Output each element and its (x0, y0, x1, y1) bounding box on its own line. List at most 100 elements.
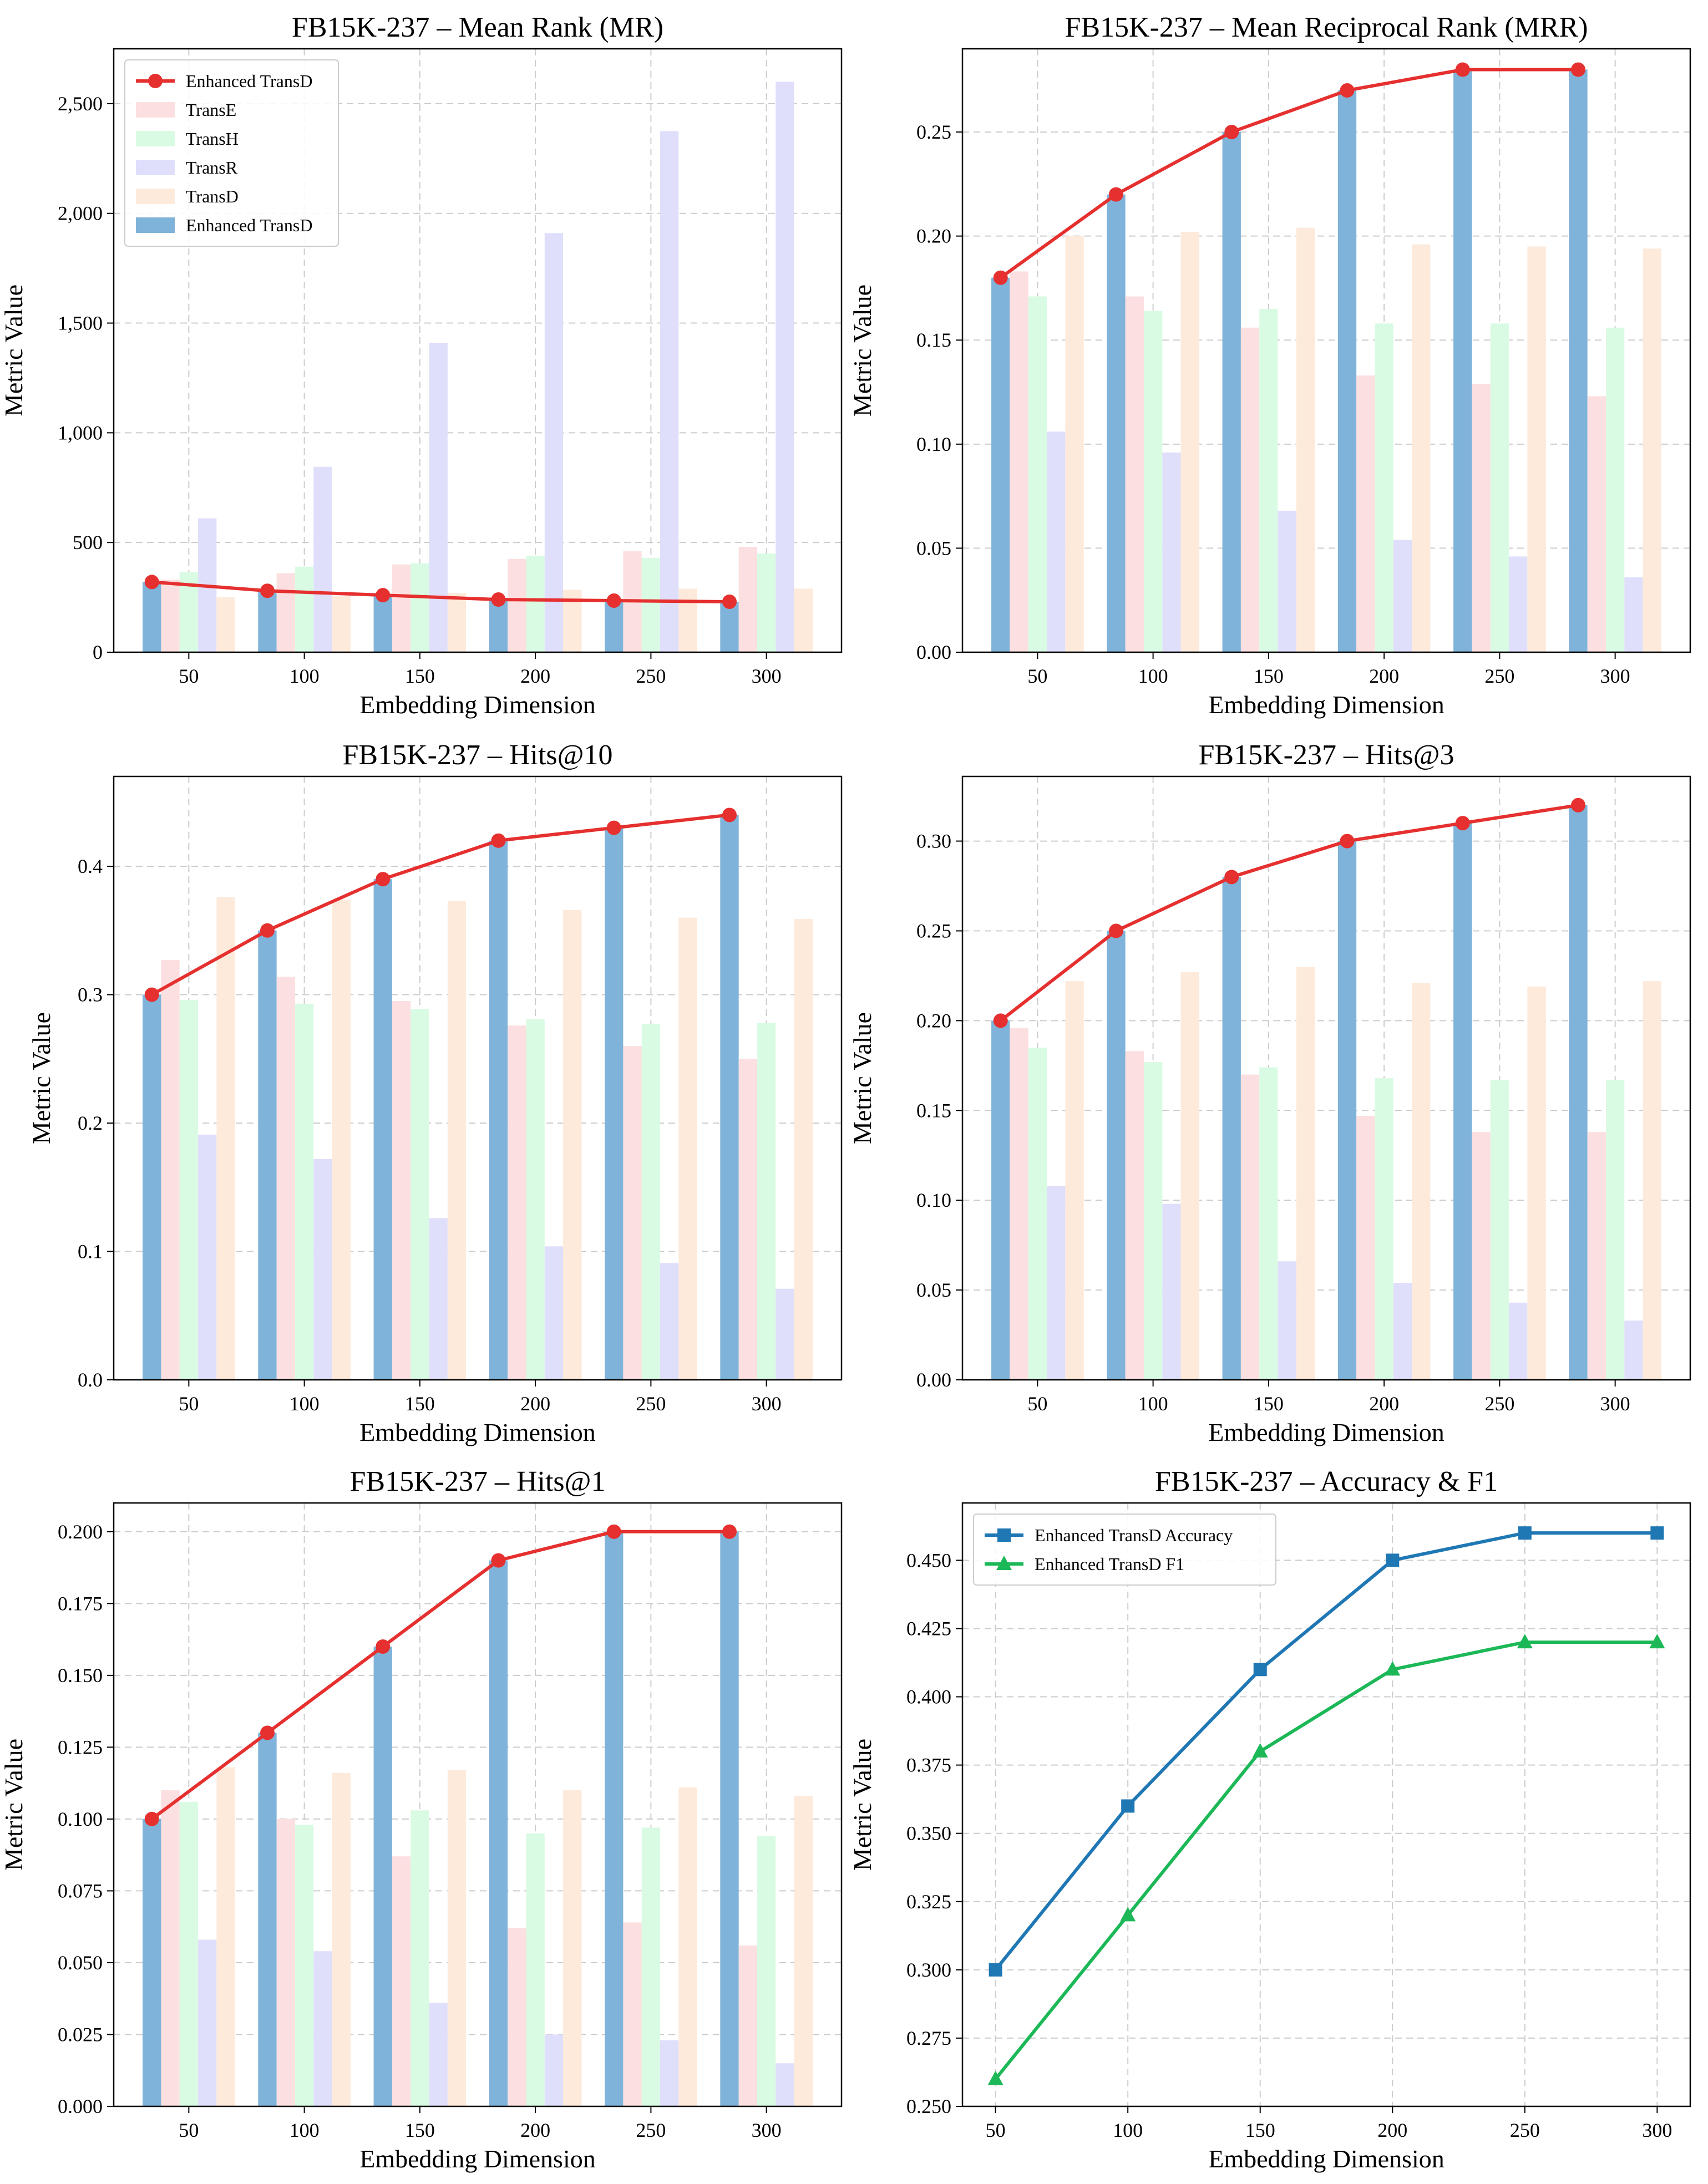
enhanced-transd-line (150, 1530, 729, 1821)
x-axis-label: Embedding Dimension (359, 690, 595, 719)
y-axis-label: Metric Value (848, 285, 876, 417)
bar-transe (508, 1928, 526, 2106)
enhanced-transd-accuracy-line (994, 1531, 1658, 1971)
chart-title: FB15K-237 – Hits@10 (342, 739, 612, 771)
bar-transe (276, 1819, 295, 2106)
bar-transd (447, 1770, 467, 2106)
enhanced-transd-point (722, 595, 737, 610)
x-tick-label: 150 (405, 2119, 435, 2141)
enhanced-transd-f1-point (1385, 1661, 1401, 1676)
x-tick-label: 50 (986, 2119, 1006, 2141)
bar-transh (410, 1008, 429, 1380)
bar-transh (641, 557, 661, 652)
y-axis-label: Metric Value (848, 1739, 876, 1871)
enhanced-transd-point (144, 1811, 159, 1826)
bar-transh (1490, 323, 1509, 652)
x-tick-label: 50 (179, 1393, 199, 1415)
bar-transe (738, 1945, 757, 2106)
bar-transe (1587, 1132, 1606, 1380)
bar-transd (1412, 983, 1431, 1380)
bar-transd (1643, 981, 1661, 1380)
enhanced-transd-point (722, 807, 737, 822)
bar-transd (1065, 236, 1084, 653)
legend-label: TransD (186, 186, 239, 206)
bar-transh (1259, 1067, 1278, 1380)
legend-box (124, 59, 339, 247)
x-axis-label: Embedding Dimension (1208, 1418, 1444, 1446)
x-tick-label: 100 (1138, 1393, 1168, 1415)
y-tick-label: 0.100 (58, 1808, 103, 1830)
legend-label: Enhanced TransD F1 (1035, 1554, 1184, 1574)
bar-transh (641, 1827, 661, 2106)
x-tick-label: 250 (1510, 2119, 1540, 2141)
bar-transr (1162, 1203, 1181, 1380)
bar-enhanced-transd (991, 277, 1010, 652)
enhanced-transd-f1-point (1517, 1634, 1533, 1649)
bar-transd (216, 1767, 235, 2106)
bar-transe (623, 1922, 642, 2106)
x-tick-label: 150 (1245, 2119, 1275, 2141)
y-tick-label: 0.10 (916, 433, 951, 455)
enhanced-transd-point (1224, 870, 1239, 885)
bar-transd (447, 901, 467, 1380)
bar-transd (794, 918, 813, 1380)
enhanced-transd-accuracy-point (1518, 1526, 1532, 1540)
enhanced-transd-point (1108, 923, 1123, 938)
bar-enhanced-transd (1337, 90, 1357, 652)
bar-transd (1527, 986, 1546, 1380)
enhanced-transd-point (144, 987, 159, 1002)
y-tick-label: 0.30 (916, 830, 951, 852)
legend-marker (148, 74, 163, 88)
bar-enhanced-transd (143, 582, 161, 652)
bar-transh (526, 1019, 545, 1380)
enhanced-transd-point (376, 1639, 391, 1654)
bar-enhanced-transd (143, 994, 161, 1380)
enhanced-transd-point (1455, 816, 1470, 831)
enhanced-transd-point (606, 593, 621, 608)
x-axis-label: Embedding Dimension (359, 1418, 595, 1446)
bar-enhanced-transd (1453, 69, 1472, 653)
enhanced-transd-point (1570, 62, 1585, 77)
bar-enhanced-transd (1453, 823, 1472, 1380)
y-tick-label: 0.00 (916, 641, 951, 663)
y-tick-label: 0.3 (78, 984, 103, 1006)
y-tick-label: 0.05 (916, 1279, 951, 1301)
bar-transr (1047, 431, 1066, 652)
bar-enhanced-transd (605, 827, 624, 1380)
x-tick-label: 200 (1369, 665, 1399, 687)
bar-enhanced-transd (720, 602, 739, 652)
bar-transr (544, 2034, 564, 2106)
y-tick-label: 0.400 (906, 1686, 951, 1708)
bar-transr (660, 1263, 679, 1380)
legend-label: TransH (186, 129, 239, 149)
enhanced-transd-point (491, 592, 506, 607)
bar-transd (563, 1790, 582, 2106)
bar-transr (1162, 452, 1181, 652)
y-tick-label: 0.325 (906, 1891, 951, 1913)
bar-transe (276, 573, 295, 652)
chart-title: FB15K-237 – Hits@3 (1198, 739, 1454, 771)
bar-transh (295, 1825, 314, 2106)
bar-transr (1278, 1261, 1296, 1380)
enhanced-transd-f1-point (1252, 1743, 1268, 1758)
bar-transd (1296, 227, 1315, 652)
subplot-hits10: 0.0 0.1 0.2 0.3 0.4 FB15K-237 – Hits@10 Embedd… (27, 739, 843, 1446)
enhanced-transd-point (1455, 62, 1470, 77)
enhanced-transd-f1-line (994, 1640, 1658, 2080)
bar-transe (738, 547, 757, 652)
bar-transh (1605, 327, 1625, 652)
enhanced-transd-point (376, 872, 391, 887)
y-tick-label: 0.050 (58, 1952, 103, 1974)
enhanced-transd-point (491, 833, 506, 848)
enhanced-transd-accuracy-point (1121, 1799, 1135, 1813)
y-tick-label: 0.350 (906, 1822, 951, 1845)
subplot-accf1: 0.250 0.275 0.300 0.325 0.350 0.375 0.400 0.425… (848, 1466, 1691, 2173)
x-tick-label: 300 (1642, 2119, 1672, 2141)
bar-transe (392, 1001, 411, 1380)
enhanced-transd-point (376, 588, 391, 603)
enhanced-transd-point (1340, 83, 1355, 98)
y-tick-label: 0.0 (78, 1369, 103, 1391)
y-tick-label: 0.025 (58, 2023, 103, 2045)
y-tick-label: 1,500 (58, 312, 103, 334)
